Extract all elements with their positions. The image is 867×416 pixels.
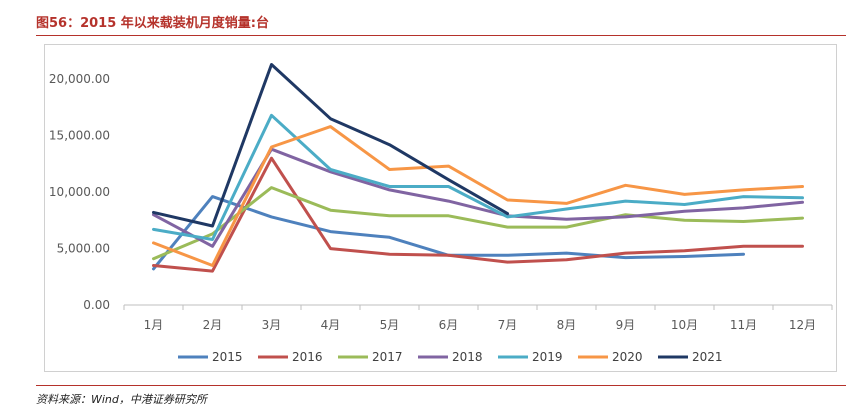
x-tick-label: 3月 [262, 318, 282, 332]
legend-label: 2021 [692, 350, 723, 364]
y-tick-label: 15,000.00 [49, 129, 110, 143]
x-tick-label: 2月 [203, 318, 223, 332]
series-line-2017 [152, 186, 804, 261]
legend-label: 2016 [292, 350, 323, 364]
title-divider [36, 35, 846, 36]
x-tick-label: 9月 [616, 318, 636, 332]
legend-label: 2018 [452, 350, 483, 364]
chart-title: 图56：2015 年以来载装机月度销量:台 [36, 16, 269, 31]
x-tick-label: 7月 [498, 318, 518, 332]
x-tick-label: 12月 [789, 318, 816, 332]
legend: 2015 2016 2017 2018 2019 2020 2021 [178, 350, 723, 364]
x-tick-label: 8月 [557, 318, 577, 332]
series-lines [152, 63, 804, 273]
x-tick-label: 4月 [321, 318, 341, 332]
source-note: 资料来源：Wind，中港证券研究所 [36, 393, 207, 406]
series-line-2019 [152, 113, 804, 241]
legend-label: 2015 [212, 350, 243, 364]
legend-item-2015: 2015 [178, 350, 243, 364]
y-tick-label: 5,000.00 [57, 242, 110, 256]
x-tick-label: 6月 [439, 318, 459, 332]
legend-item-2020: 2020 [578, 350, 643, 364]
x-tick-label: 1月 [144, 318, 164, 332]
series-line-2016 [152, 156, 804, 273]
legend-item-2017: 2017 [338, 350, 403, 364]
legend-item-2019: 2019 [498, 350, 563, 364]
legend-label: 2019 [532, 350, 563, 364]
x-tick-label: 5月 [380, 318, 400, 332]
y-tick-label: 20,000.00 [49, 72, 110, 86]
axes: 0.00 5,000.00 10,000.00 15,000.00 20,000.00 1… [49, 72, 833, 332]
series-line-2021 [152, 63, 509, 228]
legend-label: 2017 [372, 350, 403, 364]
chart-frame [44, 44, 837, 372]
y-tick-label: 10,000.00 [49, 185, 110, 199]
legend-item-2018: 2018 [418, 350, 483, 364]
legend-label: 2020 [612, 350, 643, 364]
series-line-2020 [152, 125, 804, 267]
x-tick-label: 10月 [671, 318, 698, 332]
legend-item-2021: 2021 [658, 350, 723, 364]
y-tick-label: 0.00 [83, 298, 110, 312]
legend-item-2016: 2016 [258, 350, 323, 364]
source-divider [36, 385, 846, 386]
x-tick-label: 11月 [730, 318, 757, 332]
